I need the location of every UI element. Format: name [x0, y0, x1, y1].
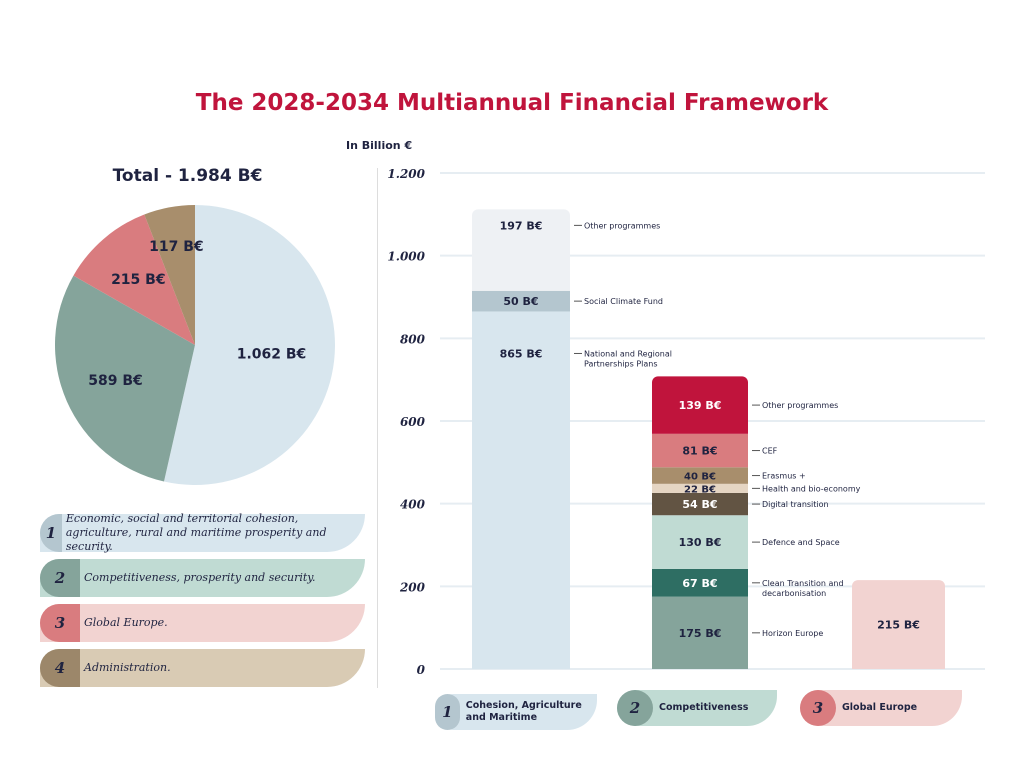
legend-number: 2 [40, 559, 80, 597]
legend-text: Administration. [84, 661, 171, 674]
legend-text: Economic, social and territorial cohesio… [65, 512, 327, 553]
category-text: Competitiveness [659, 702, 749, 713]
segment-name: Horizon Europe [762, 629, 823, 638]
category-label: 2 Competitiveness [617, 690, 777, 726]
bar-segment [652, 433, 748, 468]
category-number: 3 [800, 690, 836, 726]
legend-item: 3 Global Europe. [40, 604, 365, 642]
category-number: 1 [435, 694, 460, 730]
bar-segment [652, 568, 748, 597]
y-tick-label: 200 [399, 580, 426, 594]
legend-number: 3 [40, 604, 80, 642]
category-number: 2 [617, 690, 653, 726]
y-tick-label: 600 [400, 415, 426, 429]
legend-item: 1 Economic, social and territorial cohesi… [40, 512, 365, 553]
data-label: 215 B€ [877, 619, 920, 632]
legend-number: 4 [40, 649, 80, 687]
data-label: 175 B€ [679, 627, 722, 640]
segment-name: decarbonisation [762, 589, 826, 598]
pie-label: 215 B€ [111, 272, 166, 288]
segment-name: Erasmus + [762, 472, 806, 481]
segment-name: Health and bio-economy [762, 484, 861, 493]
data-label: 54 B€ [682, 498, 717, 511]
segment-name: CEF [762, 447, 778, 456]
bar-segment [472, 215, 570, 291]
bar-cap [852, 580, 945, 593]
segment-name: Other programmes [584, 221, 660, 230]
pie-slice [73, 214, 195, 345]
data-label: 40 B€ [684, 472, 716, 483]
bar-segment [652, 492, 748, 516]
pie-label: 1.062 B€ [237, 347, 307, 363]
data-label: 139 B€ [679, 399, 722, 412]
segment-name: Digital transition [762, 500, 829, 509]
data-label: 22 B€ [684, 484, 716, 495]
chart-title: The 2028-2034 Multiannual Financial Fram… [195, 90, 829, 116]
pie-slice [54, 275, 196, 482]
legend-number: 1 [40, 514, 62, 552]
bar-segment [472, 290, 570, 312]
pie-total: Total - 1.984 B€ [112, 166, 263, 186]
legend-item: 4 Administration. [40, 649, 365, 687]
legend-text: Global Europe. [84, 616, 168, 629]
data-label: 67 B€ [682, 577, 717, 590]
y-tick-label: 0 [417, 663, 426, 677]
pie-slice [144, 205, 195, 345]
bar-segment [652, 382, 748, 434]
y-tick-label: 800 [400, 332, 426, 346]
divider [377, 168, 378, 688]
bar-segment [852, 586, 945, 669]
category-text: Global Europe [842, 702, 918, 713]
bar-segment [652, 515, 748, 569]
pie-label: 117 B€ [149, 239, 204, 255]
segment-name: Other programmes [762, 401, 838, 410]
data-label: 81 B€ [682, 445, 717, 458]
category-label: 3 Global Europe [800, 690, 962, 726]
unit-label: In Billion € [346, 139, 413, 152]
data-label: 50 B€ [503, 295, 538, 308]
legend-item: 2 Competitiveness, prosperity and securit… [40, 559, 365, 597]
bar-segment [472, 311, 570, 669]
legend-text: Competitiveness, prosperity and security… [84, 571, 316, 584]
category-label: 1 Cohesion, Agriculture and Maritime [435, 694, 597, 730]
pie-slice [163, 205, 335, 485]
pie-label: 589 B€ [88, 373, 143, 389]
bar-segment [652, 467, 748, 484]
bar-segment [652, 596, 748, 669]
y-tick-label: 400 [400, 498, 426, 512]
data-label: 197 B€ [500, 219, 543, 232]
segment-name: Partnerships Plans [584, 359, 658, 368]
segment-name: National and Regional [584, 349, 672, 358]
data-label: 130 B€ [679, 536, 722, 549]
category-text: Cohesion, Agriculture and Maritime [465, 700, 582, 723]
segment-name: Social Climate Fund [584, 297, 663, 306]
data-label: 865 B€ [500, 347, 543, 360]
y-tick-label: 1.000 [387, 250, 425, 264]
segment-name: Clean Transition and [762, 579, 844, 588]
segment-name: Defence and Space [762, 538, 840, 547]
bar-cap [472, 209, 570, 222]
y-tick-label: 1.200 [387, 167, 425, 181]
bar-cap [652, 376, 748, 389]
bar-segment [652, 483, 748, 493]
